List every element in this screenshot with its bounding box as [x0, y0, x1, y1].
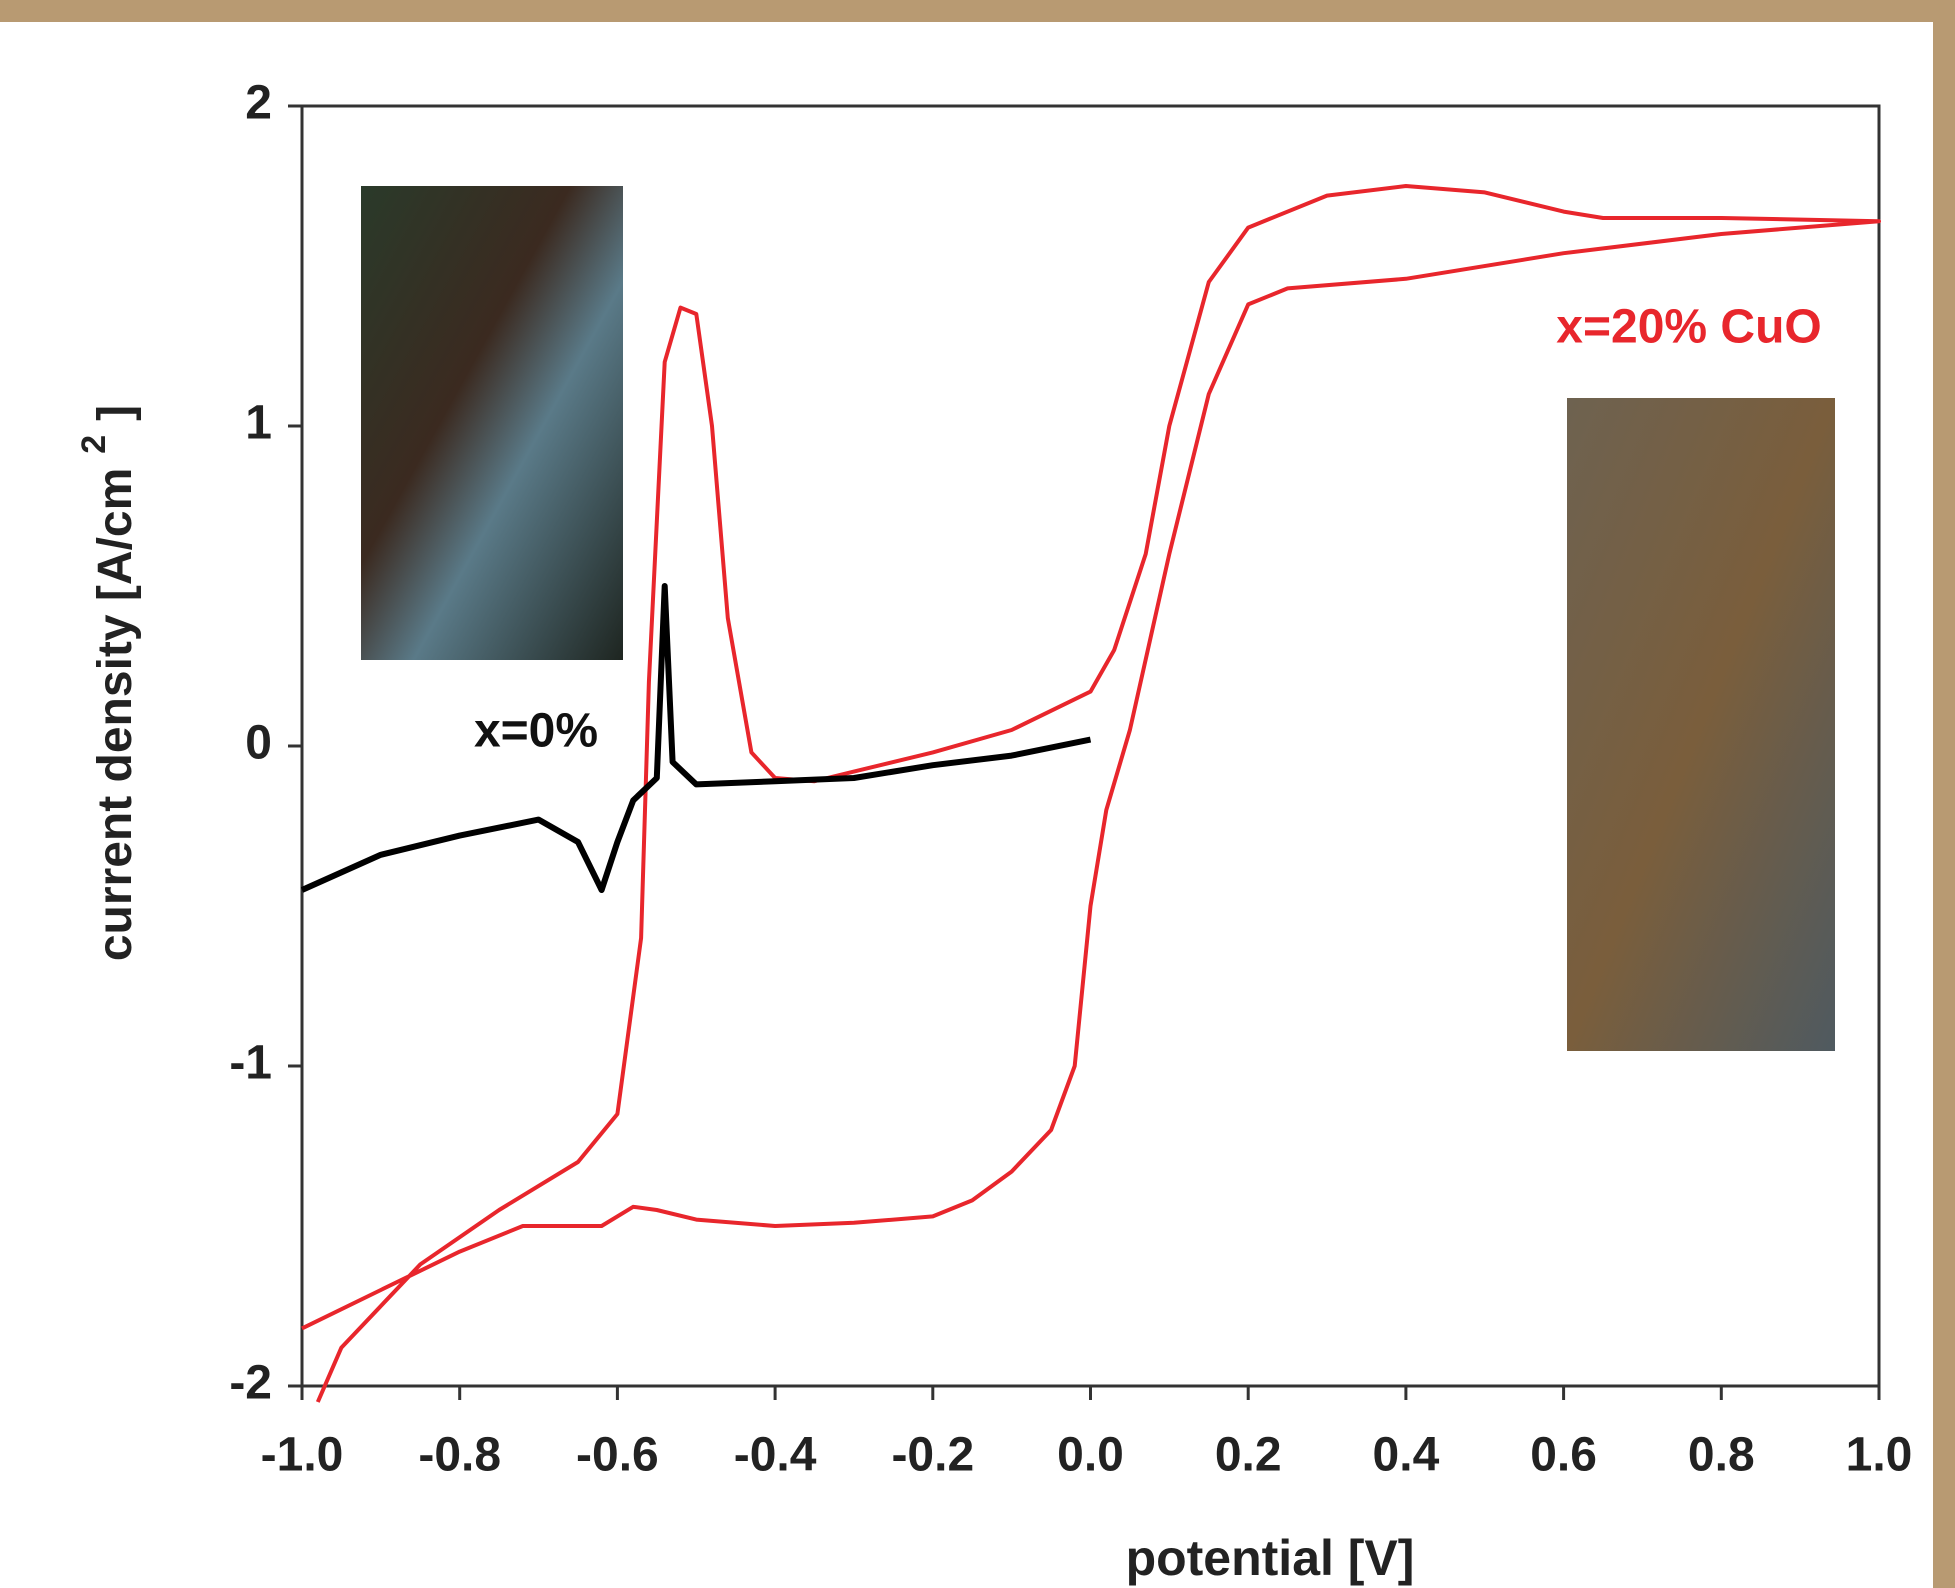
- x-tick-label: -0.4: [734, 1429, 817, 1482]
- y-label-text: current density [A/cm: [89, 468, 142, 961]
- photo-inset: [361, 186, 623, 660]
- y-tick-label: 0: [245, 717, 272, 770]
- x-tick-label: 0.0: [1057, 1429, 1124, 1482]
- data-line: [301, 184, 1881, 1403]
- x-tick-label: -0.2: [891, 1429, 974, 1482]
- data-line: [300, 583, 1092, 893]
- x-tick-label: 1.0: [1846, 1429, 1913, 1482]
- y-tick-label: 2: [245, 77, 272, 130]
- photo-inset: [1567, 398, 1835, 1051]
- y-label-end: ]: [89, 405, 142, 421]
- x-tick-label: 0.2: [1215, 1429, 1282, 1482]
- annotation: x=0%: [474, 705, 598, 758]
- y-tick-label: -1: [229, 1037, 272, 1090]
- x-axis-label: potential [V]: [1126, 1530, 1415, 1586]
- x-tick-label: -0.6: [576, 1429, 659, 1482]
- x-tick-label: -0.8: [418, 1429, 501, 1482]
- x-tick-label: 0.6: [1530, 1429, 1597, 1482]
- x-tick-label: -1.0: [261, 1429, 344, 1482]
- y-tick-label: -2: [229, 1357, 272, 1410]
- x-tick-label: 0.8: [1688, 1429, 1755, 1482]
- y-tick-label: 1: [245, 397, 272, 450]
- x-tick-label: 0.4: [1373, 1429, 1440, 1482]
- annotation: x=20% CuO: [1556, 301, 1821, 354]
- y-axis-label: current density [A/cm 2]: [75, 405, 142, 961]
- y-label-sup: 2: [75, 435, 113, 454]
